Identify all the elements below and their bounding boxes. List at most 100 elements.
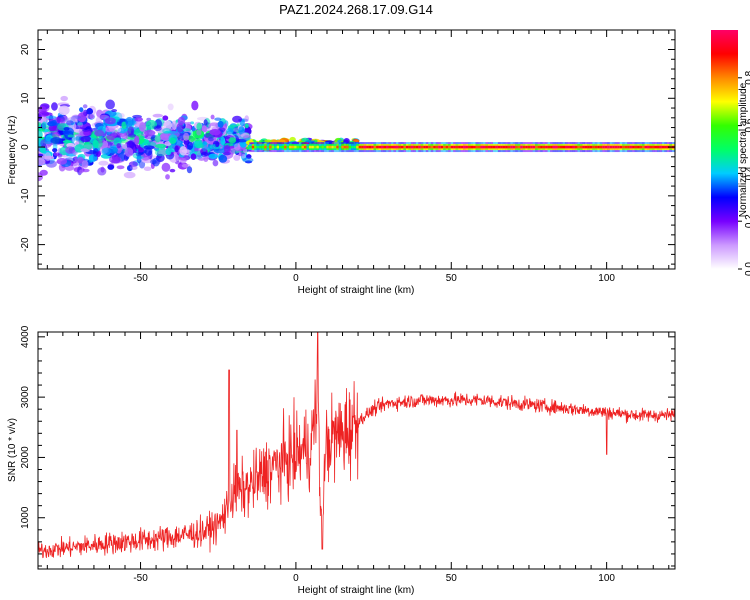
heatmap-blob (81, 127, 90, 133)
snr-y-tick-label: 2000 (20, 446, 31, 469)
heatmap-band-core (599, 145, 603, 149)
heatmap-blob (208, 153, 218, 159)
snr-x-tick-label: -50 (133, 573, 148, 584)
heatmap-blob (136, 154, 142, 164)
heatmap-blob (41, 112, 53, 116)
heatmap-band-core (428, 145, 431, 149)
heatmap-band-core (492, 145, 496, 149)
heatmap-band-core (505, 145, 508, 149)
heatmap-blob (194, 139, 203, 149)
heatmap-blob (94, 129, 105, 137)
heatmap-band-core (274, 145, 277, 149)
heatmap-y-tick-label: 10 (20, 92, 31, 104)
heatmap-x-tick-label: 0 (293, 273, 299, 284)
heatmap-band-core (450, 145, 454, 149)
heatmap-blob (241, 153, 246, 159)
heatmap-band-core (266, 145, 270, 149)
heatmap-blob (62, 130, 71, 134)
heatmap-band-core (445, 145, 449, 149)
heatmap-blob (129, 165, 138, 171)
heatmap-band-core (632, 145, 635, 149)
heatmap-band-core (336, 145, 339, 149)
heatmap-blob (233, 143, 241, 151)
heatmap-band-core (589, 145, 593, 149)
heatmap-blob (162, 127, 172, 135)
heatmap-band-core (540, 145, 543, 149)
heatmap-blob (134, 117, 143, 122)
heatmap-blob (264, 139, 273, 143)
heatmap-band-core (251, 145, 255, 149)
heatmap-blob (67, 134, 75, 138)
heatmap-blob (123, 171, 136, 179)
heatmap-blob (233, 127, 240, 133)
heatmap-band-core (642, 145, 645, 149)
heatmap-blob (51, 102, 58, 111)
heatmap-blob (215, 141, 220, 148)
heatmap-band-core (256, 145, 260, 149)
heatmap-band-core (368, 145, 372, 149)
heatmap-band-core (627, 145, 630, 149)
heatmap-blob (208, 137, 214, 142)
heatmap-blob (45, 160, 57, 168)
heatmap-band-core (470, 145, 474, 149)
snr-x-tick-label: 0 (293, 573, 299, 584)
heatmap-blob (118, 113, 125, 119)
heatmap-band-core (341, 145, 344, 149)
heatmap-band-core (656, 145, 660, 149)
heatmap-blob (127, 133, 136, 138)
heatmap-band-core (353, 145, 357, 149)
heatmap-band-core (622, 145, 625, 149)
heatmap-blob (165, 174, 170, 180)
heatmap-band-core (259, 145, 262, 149)
heatmap-blob (169, 168, 176, 173)
snr-ticks: -50 0 50 100 1000 2000 3000 4000 (20, 325, 675, 584)
heatmap-band-core (458, 145, 461, 149)
heatmap-band-core (587, 145, 590, 149)
heatmap-blob (124, 147, 134, 157)
heatmap-blob (203, 119, 208, 126)
heatmap-blob (143, 166, 152, 171)
heatmap-band-core (619, 145, 623, 149)
heatmap-band-core (487, 145, 491, 149)
heatmap-band-core (289, 145, 292, 149)
heatmap-blob (111, 109, 118, 113)
heatmap-band-core (522, 145, 526, 149)
heatmap-blob (186, 121, 192, 125)
heatmap-band-core (381, 145, 384, 149)
heatmap-blob (134, 135, 140, 145)
heatmap-panel: -50 0 50 100 -20 -10 0 10 20 Height of straight … (7, 29, 676, 296)
heatmap-band-core (388, 145, 392, 149)
heatmap-band-core (565, 145, 568, 149)
heatmap-blob (116, 146, 122, 154)
colorbar-bar (711, 30, 738, 269)
heatmap-band-core (510, 145, 513, 149)
heatmap-blob (242, 135, 251, 141)
heatmap-band-core (430, 145, 434, 149)
heatmap-band-core (515, 145, 518, 149)
heatmap-blob (109, 155, 121, 164)
figure-title: PAZ1.2024.268.17.09.G14 (279, 2, 433, 17)
heatmap-band-core (398, 145, 402, 149)
heatmap-band-core (545, 145, 548, 149)
heatmap-band-core (299, 145, 302, 149)
heatmap-blob (223, 144, 231, 154)
heatmap-blob (108, 146, 119, 154)
heatmap-blob (217, 120, 224, 128)
heatmap-blob (210, 114, 215, 120)
heatmap-blob (144, 147, 153, 156)
heatmap-blob (244, 115, 249, 123)
heatmap-band-core (664, 145, 668, 149)
heatmap-band-core (296, 145, 300, 149)
heatmap-band-core (652, 145, 655, 149)
heatmap-band-core (535, 145, 538, 149)
heatmap-blob (175, 161, 182, 165)
snr-y-tick-label: 4000 (20, 325, 31, 348)
heatmap-band-core (323, 145, 327, 149)
heatmap-band-core (448, 145, 451, 149)
heatmap-blob (45, 115, 57, 120)
heatmap-band-core (592, 145, 595, 149)
heatmap-band-core (264, 145, 267, 149)
heatmap-band-core (579, 145, 583, 149)
heatmap-blob (236, 138, 248, 143)
heatmap-blob (128, 161, 138, 167)
